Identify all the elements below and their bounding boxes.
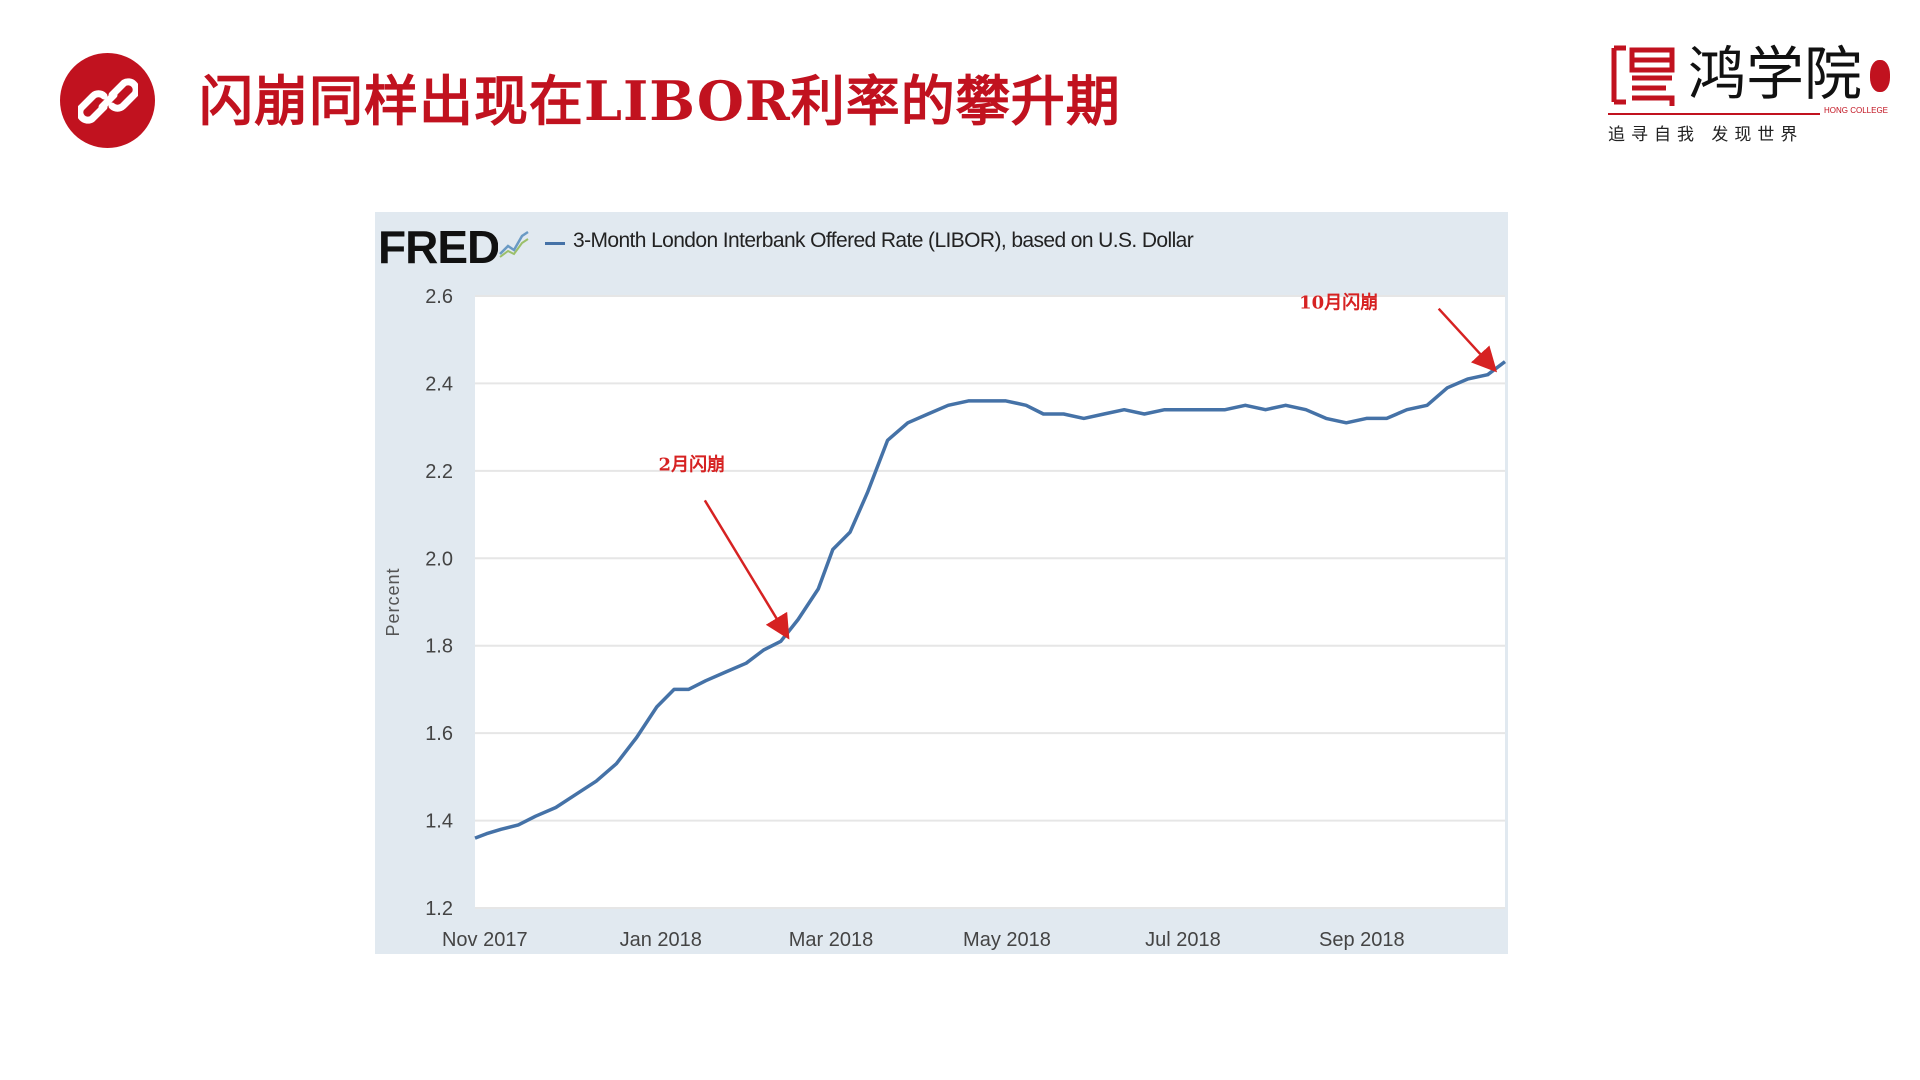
page-title: 闪崩同样出现在LIBOR利率的攀升期	[199, 69, 1121, 133]
y-axis-label: Percent	[383, 567, 403, 636]
x-tick-label: Sep 2018	[1319, 929, 1405, 951]
logo-divider	[1608, 113, 1888, 115]
libor-series-line	[474, 360, 1507, 840]
y-tick-label: 2.6	[425, 286, 453, 308]
seal-icon	[1870, 60, 1890, 92]
trend-chart-icon	[498, 227, 530, 259]
y-tick-label: 2.2	[425, 461, 453, 483]
y-tick-label: 1.8	[425, 636, 453, 658]
fred-chart: FRED 3-Month London Interbank Offered Ra…	[375, 212, 1508, 954]
college-slogan: 追寻自我 发现世界	[1608, 125, 1804, 145]
college-name: 鸿学院	[1688, 40, 1863, 108]
legend-series-name: 3-Month London Interbank Offered Rate (L…	[573, 229, 1194, 252]
link-icon	[60, 53, 155, 148]
y-tick-label: 2.0	[425, 548, 453, 570]
fred-logo: FRED	[378, 221, 500, 273]
x-tick-label: Jul 2018	[1145, 929, 1221, 951]
y-tick-label: 1.4	[425, 811, 453, 833]
annotation-label: 10月闪崩	[1299, 292, 1378, 314]
chart-header: FRED 3-Month London Interbank Offered Ra…	[375, 212, 1508, 296]
college-logo: 鸿学院 HONG COLLEGE 追寻自我 发现世界	[1608, 38, 1898, 148]
x-tick-label: Jan 2018	[620, 929, 702, 951]
college-english-name: HONG COLLEGE	[1819, 106, 1888, 115]
annotation-arrow	[703, 499, 790, 640]
x-tick-label: May 2018	[963, 929, 1051, 951]
y-tick-label: 1.2	[425, 898, 453, 920]
legend-swatch	[545, 242, 565, 245]
y-tick-label: 1.6	[425, 723, 453, 745]
annotation-arrow	[1437, 307, 1498, 373]
annotation-label: 2月闪崩	[659, 453, 726, 475]
y-tick-label: 2.4	[425, 373, 453, 395]
x-tick-label: Nov 2017	[442, 929, 528, 951]
x-tick-label: Mar 2018	[789, 929, 874, 951]
plot-area	[475, 296, 1505, 908]
college-logo-mark	[1611, 45, 1675, 106]
libor-line-chart: 1.2 1.4 1.6 1.8 2.0 2.2 2.4 2.6 Nov 2017 Jan 2018…	[383, 286, 1507, 951]
